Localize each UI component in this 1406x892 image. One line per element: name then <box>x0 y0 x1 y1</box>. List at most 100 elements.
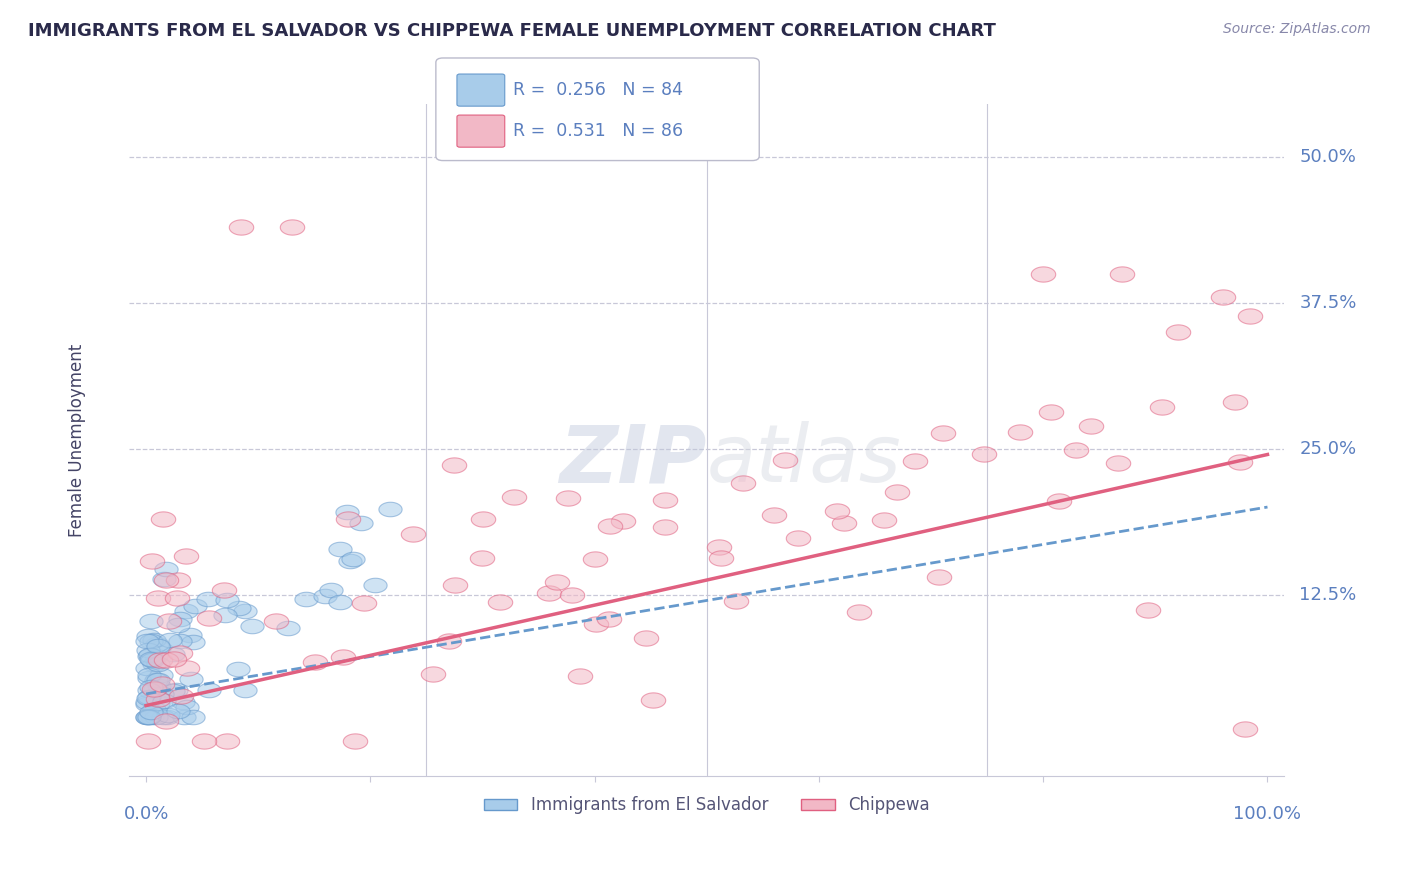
Point <box>240 619 263 633</box>
Point <box>148 696 170 710</box>
Point <box>1234 722 1257 736</box>
Point <box>707 541 730 555</box>
Point <box>1107 456 1129 470</box>
Point <box>148 657 170 672</box>
Point <box>138 710 160 724</box>
Point <box>834 516 856 530</box>
Text: atlas: atlas <box>707 421 901 499</box>
Point <box>886 485 908 500</box>
Point <box>231 219 253 234</box>
Point <box>155 653 177 667</box>
Point <box>775 453 797 467</box>
Point <box>138 690 160 705</box>
Point <box>636 631 658 645</box>
Point <box>1223 395 1246 409</box>
Point <box>336 512 359 526</box>
Point <box>1239 309 1261 323</box>
Point <box>599 519 621 533</box>
Point <box>179 628 201 642</box>
Text: 12.5%: 12.5% <box>1299 586 1357 604</box>
Point <box>142 657 165 671</box>
Point <box>546 575 568 590</box>
Point <box>1049 493 1071 508</box>
Text: 0.0%: 0.0% <box>124 805 169 822</box>
Point <box>136 710 159 724</box>
Point <box>1229 455 1251 469</box>
Point <box>873 513 896 527</box>
Point <box>762 508 785 522</box>
Point <box>342 551 364 566</box>
Point <box>329 595 352 609</box>
Point <box>295 591 318 606</box>
Point <box>174 549 197 564</box>
Point <box>159 633 181 648</box>
Point <box>173 710 195 724</box>
Text: IMMIGRANTS FROM EL SALVADOR VS CHIPPEWA FEMALE UNEMPLOYMENT CORRELATION CHART: IMMIGRANTS FROM EL SALVADOR VS CHIPPEWA … <box>28 22 995 40</box>
Text: ZIP: ZIP <box>560 421 707 499</box>
Point <box>138 649 160 664</box>
Point <box>138 683 160 698</box>
Point <box>165 682 187 697</box>
Point <box>138 690 160 705</box>
Point <box>136 733 159 747</box>
Point <box>848 605 870 619</box>
Point <box>193 733 215 747</box>
Point <box>332 649 354 664</box>
Text: 50.0%: 50.0% <box>1299 148 1357 166</box>
Point <box>1136 603 1159 617</box>
Point <box>561 588 583 602</box>
Point <box>198 611 221 625</box>
Point <box>904 454 927 468</box>
Point <box>724 594 747 608</box>
Point <box>1152 400 1174 414</box>
Point <box>142 702 165 716</box>
Point <box>157 614 180 628</box>
Point <box>973 447 995 461</box>
Point <box>139 680 162 694</box>
Point <box>217 733 239 747</box>
Point <box>145 637 167 651</box>
Point <box>139 648 162 663</box>
Point <box>353 596 375 610</box>
Point <box>139 705 162 719</box>
Point <box>228 601 250 615</box>
Text: R =  0.256   N = 84: R = 0.256 N = 84 <box>513 81 683 99</box>
Point <box>1111 267 1133 281</box>
Point <box>146 673 169 688</box>
Point <box>233 683 256 698</box>
Point <box>233 604 256 618</box>
Point <box>150 677 173 691</box>
Text: R =  0.531   N = 86: R = 0.531 N = 86 <box>513 122 683 140</box>
Point <box>136 697 159 711</box>
Point <box>169 646 191 660</box>
Point <box>1008 425 1031 439</box>
Point <box>153 572 176 586</box>
Point <box>145 710 167 724</box>
Point <box>139 634 162 648</box>
Point <box>136 695 159 709</box>
Point <box>136 661 159 675</box>
Point <box>787 531 810 545</box>
Point <box>138 671 160 685</box>
Point <box>339 554 361 568</box>
Point <box>148 679 170 693</box>
Text: 100.0%: 100.0% <box>1233 805 1302 822</box>
Point <box>141 554 163 568</box>
Point <box>152 512 174 526</box>
Point <box>1080 419 1102 434</box>
Point <box>149 653 172 667</box>
Point <box>184 599 207 613</box>
Point <box>439 633 461 648</box>
Point <box>180 672 202 686</box>
Point <box>557 491 579 505</box>
Point <box>364 578 387 592</box>
Point <box>329 542 352 557</box>
Point <box>471 512 494 526</box>
Point <box>136 710 159 724</box>
Point <box>174 604 197 618</box>
Point <box>166 573 188 587</box>
Point <box>146 692 169 706</box>
Point <box>612 514 634 528</box>
Point <box>169 612 191 626</box>
Point <box>166 617 188 632</box>
